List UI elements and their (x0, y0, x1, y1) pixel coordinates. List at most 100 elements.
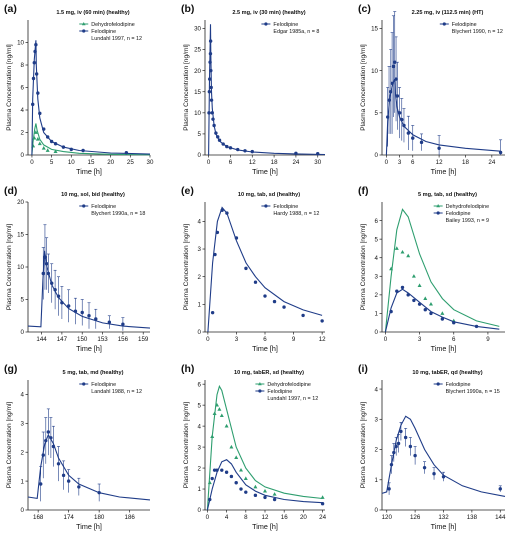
data-point (33, 130, 38, 134)
legend-source: Blychert 1990, n = 12 (452, 29, 503, 35)
x-tick-label: 12 (436, 159, 443, 166)
data-point (403, 435, 408, 440)
x-tick-label: 0 (384, 336, 388, 343)
panel-label: (f) (358, 185, 369, 197)
x-tick-label: 186 (125, 514, 136, 521)
data-point (207, 111, 211, 115)
data-point (209, 98, 214, 102)
x-axis-label: Time [h] (431, 344, 457, 353)
y-tick-label: 3 (375, 273, 379, 280)
data-point (394, 77, 398, 81)
data-point (35, 137, 40, 141)
data-point (419, 140, 424, 145)
data-point (406, 253, 411, 258)
x-tick-label: 5 (50, 159, 54, 166)
y-tick-label: 4 (375, 255, 379, 262)
data-point (87, 314, 91, 318)
y-tick-label: 2 (375, 447, 379, 454)
series-line (207, 206, 323, 333)
data-point (66, 304, 71, 308)
data-point (208, 60, 212, 64)
x-tick-label: 147 (57, 336, 68, 343)
data-point (49, 436, 53, 440)
x-tick-label: 159 (138, 336, 149, 343)
legend-marker (258, 382, 262, 386)
data-point (423, 308, 427, 312)
data-point (36, 91, 40, 95)
data-point (413, 453, 417, 458)
data-point (31, 76, 36, 81)
data-point (282, 305, 286, 309)
data-point (210, 310, 215, 315)
x-tick-label: 25 (127, 159, 134, 166)
data-point (422, 465, 427, 470)
legend-marker (81, 22, 86, 26)
data-point (397, 111, 402, 115)
panel-label: (g) (4, 363, 17, 375)
legend-marker (436, 204, 440, 208)
legend-source: Bailey 1993, n = 9 (446, 218, 489, 224)
x-tick-label: 12 (262, 514, 269, 521)
x-tick-label: 12 (319, 336, 326, 343)
y-tick-label: 5 (21, 297, 25, 304)
series-line (385, 78, 501, 156)
y-tick-label: 6 (198, 381, 202, 388)
data-point (53, 288, 57, 292)
x-tick-label: 6 (229, 159, 233, 166)
y-tick-label: 4 (375, 386, 379, 393)
chart-panel: (d) 10 mg, sol, bid (healthy)144 147 150 153… (4, 185, 151, 353)
data-point (60, 301, 64, 305)
data-point (387, 98, 391, 102)
data-point (406, 131, 411, 135)
data-point (392, 450, 396, 455)
data-point (234, 481, 238, 485)
x-tick-label: 24 (488, 159, 495, 166)
data-point (53, 149, 58, 154)
data-point (56, 294, 61, 298)
x-tick-label: 30 (147, 159, 154, 166)
data-point (229, 444, 234, 449)
legend-label: Felodipine (446, 211, 471, 217)
data-point (219, 413, 224, 418)
data-point (387, 487, 391, 491)
data-point (210, 111, 214, 115)
data-point (124, 151, 129, 155)
data-point (498, 150, 503, 155)
y-tick-label: 20 (194, 68, 201, 75)
x-tick-label: 0 (30, 159, 34, 166)
data-point (411, 136, 415, 140)
data-point (432, 472, 436, 476)
data-point (474, 324, 479, 329)
y-tick-label: 15 (17, 232, 24, 239)
x-tick-label: 6 (452, 336, 456, 343)
data-point (215, 230, 220, 235)
x-axis-label: Time [h] (76, 522, 102, 531)
data-point (234, 236, 239, 240)
data-point (212, 468, 217, 472)
data-point (61, 473, 66, 478)
legend-marker (258, 389, 262, 393)
y-tick-label: 6 (375, 218, 379, 225)
x-axis-label: Time [h] (431, 522, 457, 531)
x-tick-label: 18 (271, 159, 278, 166)
x-tick-label: 144 (495, 514, 506, 521)
x-tick-label: 20 (107, 159, 114, 166)
data-point (217, 407, 222, 411)
data-point (32, 135, 37, 140)
data-point (390, 81, 394, 85)
y-tick-label: 1 (375, 311, 379, 318)
data-point (41, 453, 45, 457)
data-point (51, 444, 56, 449)
y-tick-label: 1 (21, 478, 25, 485)
y-axis-label: Plasma Concentration [ng/ml] (360, 402, 367, 489)
data-point (210, 434, 215, 439)
data-point (408, 444, 413, 449)
legend-label: Felodipine (446, 382, 471, 388)
y-tick-label: 1 (198, 302, 202, 309)
series-line (27, 433, 151, 501)
y-tick-label: 3 (375, 417, 379, 424)
chart-panel: (a) 1.5 mg, iv (60 min) (healthy)0 5 10 15 20… (4, 3, 154, 176)
data-point (46, 271, 51, 276)
data-point (224, 470, 229, 474)
x-tick-label: 6 (411, 159, 415, 166)
